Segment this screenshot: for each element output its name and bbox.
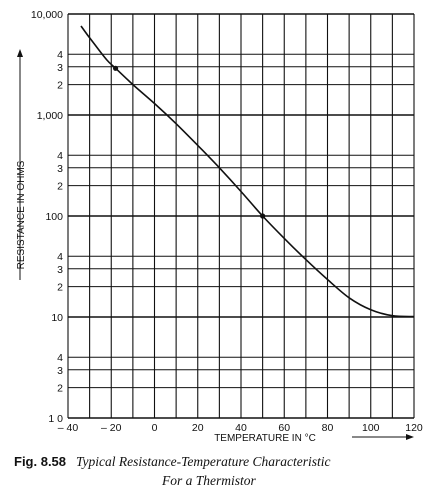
y-axis-label: RESISTANCE IN OHMS <box>16 160 27 269</box>
figure-title-line-2: For a Thermistor <box>162 473 256 488</box>
y-tick-label-minor: 4 <box>57 150 63 162</box>
x-tick-label: 80 <box>322 422 334 434</box>
figure-number: Fig. 8.58 <box>14 454 67 469</box>
curve-layer <box>80 25 415 318</box>
x-tick-label: 0 <box>152 422 158 434</box>
y-tick-label-minor: 3 <box>57 264 63 276</box>
x-tick-labels: – 40 – 20 0 20 40 60 80 100 120 <box>58 422 423 434</box>
x-tick-label: 20 <box>192 422 204 434</box>
chart-grid <box>67 13 415 419</box>
x-tick-label: 60 <box>278 422 290 434</box>
resistance-curve <box>80 25 415 318</box>
data-point-marker <box>112 65 119 71</box>
x-tick-label: – 20 <box>101 422 122 434</box>
y-tick-label-decade: 100 <box>45 211 63 223</box>
x-tick-label: 100 <box>362 422 380 434</box>
y-tick-label-minor: 4 <box>57 49 63 61</box>
y-tick-label-minor: 3 <box>57 163 63 175</box>
y-tick-label-decade: 10 <box>51 312 63 324</box>
x-tick-label: – 40 <box>58 422 79 434</box>
y-tick-label-minor: 2 <box>57 282 63 294</box>
y-tick-label-minor: 3 <box>57 365 63 377</box>
x-tick-label: 40 <box>235 422 247 434</box>
marker-layer <box>112 65 266 219</box>
figure-title-line-1: Typical Resistance-Temperature Character… <box>76 454 331 469</box>
y-tick-label-decade: 1,000 <box>37 110 63 122</box>
y-tick-label-decade: 1 0 <box>48 413 63 425</box>
x-axis-label: TEMPERATURE IN °C <box>214 433 316 444</box>
data-point-marker <box>260 213 266 219</box>
y-tick-label-minor: 4 <box>57 251 63 263</box>
y-tick-label-minor: 2 <box>57 80 63 92</box>
x-axis-label-arrowhead <box>406 434 414 440</box>
x-tick-label: 120 <box>405 422 423 434</box>
y-tick-label-minor: 4 <box>57 352 63 364</box>
y-axis-label-arrowhead <box>17 49 23 57</box>
y-tick-label-minor: 2 <box>57 383 63 395</box>
y-tick-label-decade: 10,000 <box>31 9 63 21</box>
caption-line-1: Fig. 8.58 Typical Resistance-Temperature … <box>14 454 331 470</box>
y-tick-label-minor: 2 <box>57 181 63 193</box>
y-tick-label-minor: 3 <box>57 62 63 74</box>
